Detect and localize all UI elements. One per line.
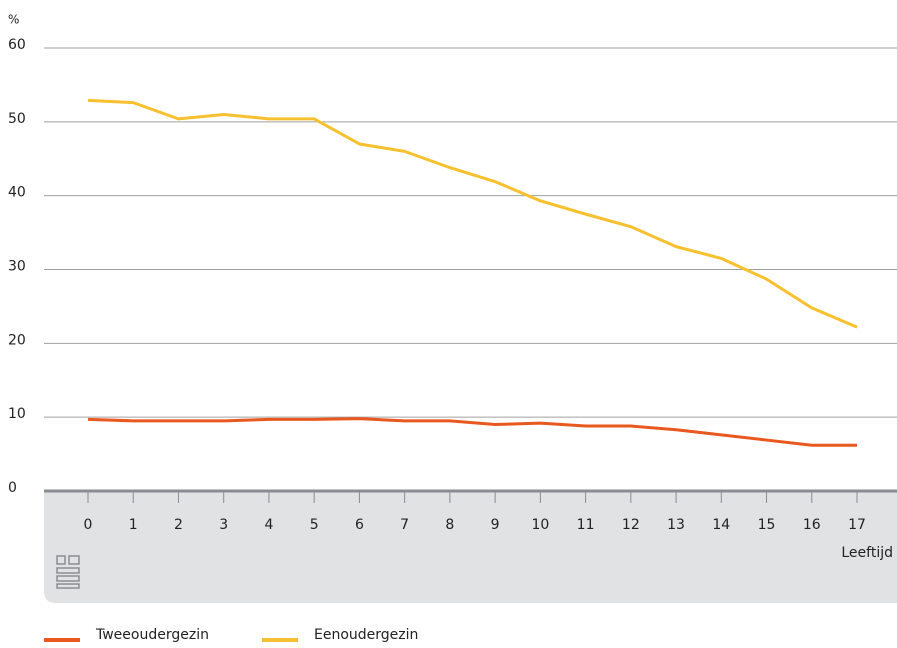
y-tick-label: 40 xyxy=(8,185,26,201)
x-tick-label: 7 xyxy=(400,517,409,533)
x-axis-band xyxy=(44,491,897,603)
y-tick-label: 60 xyxy=(8,37,26,53)
y-tick-label: 30 xyxy=(8,259,26,275)
x-tick-label: 10 xyxy=(531,517,549,533)
x-tick-label: 16 xyxy=(803,517,821,533)
x-tick-label: 13 xyxy=(667,517,685,533)
y-tick-label: 10 xyxy=(8,406,26,422)
x-tick-label: 4 xyxy=(264,517,273,533)
x-tick-label: 11 xyxy=(577,517,595,533)
x-tick-label: 6 xyxy=(355,517,364,533)
x-tick-label: 3 xyxy=(219,517,228,533)
x-tick-label: 15 xyxy=(758,517,776,533)
legend-label: Eenoudergezin xyxy=(314,627,418,643)
data-line xyxy=(87,98,858,329)
data-line xyxy=(87,417,857,447)
x-tick-label: 8 xyxy=(445,517,454,533)
logo xyxy=(56,555,80,589)
x-tick-label: 5 xyxy=(310,517,319,533)
x-tick-label: 14 xyxy=(712,517,730,533)
x-tick-label: 17 xyxy=(848,517,866,533)
y-tick-label: 50 xyxy=(8,111,26,127)
x-tick-label: 1 xyxy=(129,517,138,533)
y-axis-label: % xyxy=(8,13,19,27)
x-tick-label: 0 xyxy=(84,517,93,533)
y-tick-label: 20 xyxy=(8,332,26,348)
x-tick-label: 12 xyxy=(622,517,640,533)
x-tick-label: 9 xyxy=(491,517,500,533)
y-tick-label: 0 xyxy=(8,480,17,496)
x-tick-label: 2 xyxy=(174,517,183,533)
legend-label: Tweeoudergezin xyxy=(95,627,209,643)
x-axis-label: Leeftijd xyxy=(841,545,893,561)
